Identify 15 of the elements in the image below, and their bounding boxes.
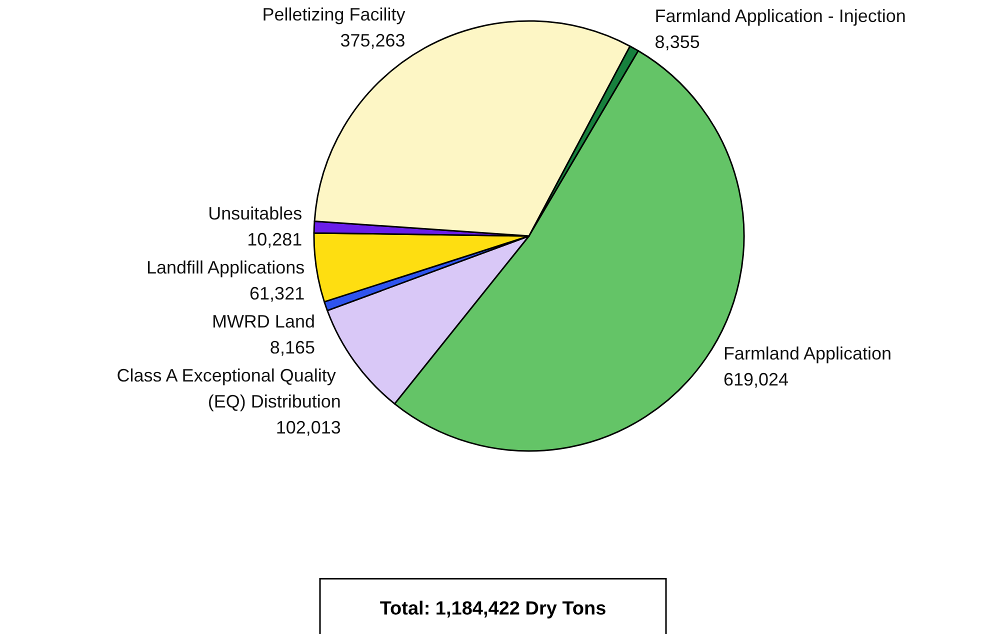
data-label: 8,355: [654, 32, 700, 52]
slice-label: Unsuitables: [208, 204, 302, 224]
data-label: 61,321: [250, 284, 305, 304]
slice-label: Farmland Application - Injection: [654, 6, 906, 26]
slice-label: MWRD Land: [212, 312, 315, 332]
data-label: 619,024: [723, 370, 789, 390]
slice-label: Pelletizing Facility: [262, 4, 406, 24]
text: Total: 1,184,422 Dry Tons: [380, 598, 606, 620]
data-label: 375,263: [340, 30, 406, 50]
data-label: 10,281: [247, 230, 302, 250]
data-label: 8,165: [270, 338, 315, 358]
slice-label: Landfill Applications: [146, 258, 305, 278]
data-label: 102,013: [276, 418, 341, 438]
slice-label: Farmland Application: [723, 344, 892, 364]
slice-label: Class A Exceptional Quality (EQ) Distribution: [116, 366, 341, 412]
